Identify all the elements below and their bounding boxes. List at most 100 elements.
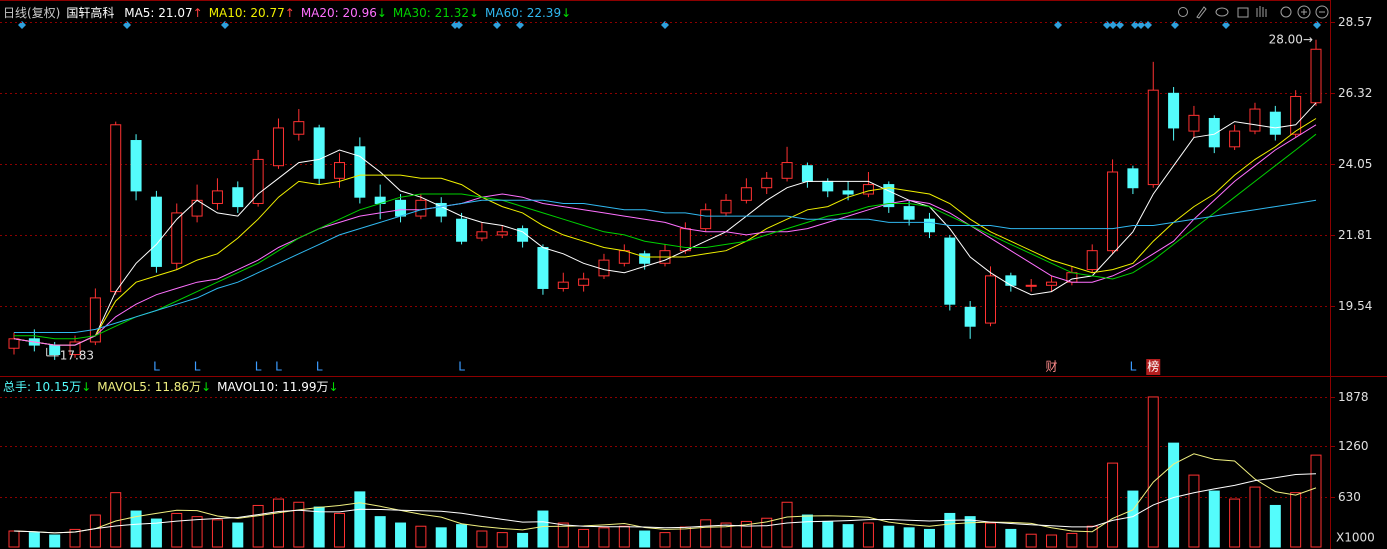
candle-body [49,344,61,356]
volume-bar [8,530,20,548]
ma-line [13,473,1317,534]
candle-body [8,338,20,349]
ma-trend: ↓ [561,6,572,20]
mavol-legend: MAVOL10: 11.99万 [217,380,329,394]
event-marker: L [1130,360,1137,374]
hand-icon[interactable] [1256,6,1267,17]
ma-trend: ↓ [468,6,480,20]
ma-legend: MA20: 20.96 [300,6,377,20]
candle-body [700,209,712,230]
view-icon[interactable] [1215,7,1229,17]
volume-bar [862,522,874,548]
volume-trend: ↓ [81,380,92,394]
volume-bar [923,528,935,548]
plus-icon[interactable] [1297,5,1311,19]
event-marker: 财 [1046,360,1058,374]
volume-bar [334,512,345,548]
volume-bar [1249,486,1261,548]
volume-bar [903,527,915,548]
stock-name: 国轩高科 [66,6,115,20]
candle-body [781,162,793,179]
volume-bar [1066,532,1078,548]
marker-badge [1146,359,1161,375]
candle-body [639,253,651,264]
candle-body [313,127,325,179]
max-label: 28.00→ [1269,32,1313,46]
ma-line [13,102,1317,346]
candle-body [1290,95,1302,135]
y-tick-label: 1260 [1338,439,1369,453]
event-marker: L [194,360,201,374]
ma-legend: MA30: 21.32 [392,6,469,20]
volume-bar [374,516,386,548]
volume-bar [761,517,773,548]
candle-body [903,206,915,220]
volume-bar [1269,504,1281,548]
y-tick-label: 24.05 [1338,157,1372,171]
mavol-legend: MAVOL5: 11.86万 [97,380,202,394]
candle-body [883,184,895,208]
volume-bar [1168,442,1180,548]
candle-body [334,162,345,179]
volume-bar [395,522,407,548]
volume-bar [1025,533,1037,548]
volume-bar [191,516,203,548]
volume-bar [476,530,488,548]
candle-body [211,190,223,204]
volume-bar [1229,498,1241,548]
zoom-icon[interactable] [1280,6,1292,18]
minus-icon[interactable] [1315,5,1329,19]
volume-bar [496,532,508,548]
volume-bar [1086,525,1098,548]
volume-bar [537,510,549,548]
candle-body [69,341,81,356]
candle-body [150,196,162,267]
candle-body [862,184,874,195]
volume-bar [211,519,223,548]
volume-bar [293,501,305,548]
candle-body [964,306,976,327]
ma-legend: MA5: 21.07 [124,6,193,20]
candle-body [761,177,773,189]
y-tick-label: 19.54 [1338,299,1372,313]
volume-bar [964,516,976,548]
candle-body [1249,108,1261,132]
ma-legend: MA60: 22.39 [485,6,562,20]
candle-body [293,121,305,135]
volume-bar [720,522,732,548]
volume-bar [89,514,101,548]
settings-icon[interactable] [1178,7,1188,17]
volume-bar [69,528,81,548]
volume-bar [578,528,590,548]
candle-body [354,146,366,198]
candle-body [171,212,183,264]
draw-icon[interactable] [1196,6,1207,19]
candle-body [415,199,427,217]
box-icon[interactable] [1237,7,1249,18]
candle-body [923,218,935,233]
volume-bar [272,498,284,548]
ma-trend: ↑ [192,6,203,20]
y-tick-label: 28.57 [1338,15,1372,29]
toolbar [1178,5,1329,19]
volume-bar [740,520,752,548]
volume-bar [781,501,793,548]
volume-bar [252,504,264,548]
candle-body [456,218,468,242]
volume-bar [700,519,712,548]
ma-line [13,124,1317,346]
event-flag [1222,21,1230,29]
candle-body [720,199,732,214]
candle-body [618,250,630,264]
volume-bar [435,527,447,548]
event-marker: L [153,360,160,374]
volume-bar [639,530,651,548]
volume-bar [944,512,956,548]
candle-body [476,231,488,239]
price-legend: 日线(复权) 国轩高科 MA5: 21.07↑ MA10: 20.77↑ MA20: … [3,4,577,21]
event-marker: L [275,360,282,374]
event-marker: L [458,360,465,374]
event-marker: L [255,360,262,374]
candle-body [1025,284,1037,287]
